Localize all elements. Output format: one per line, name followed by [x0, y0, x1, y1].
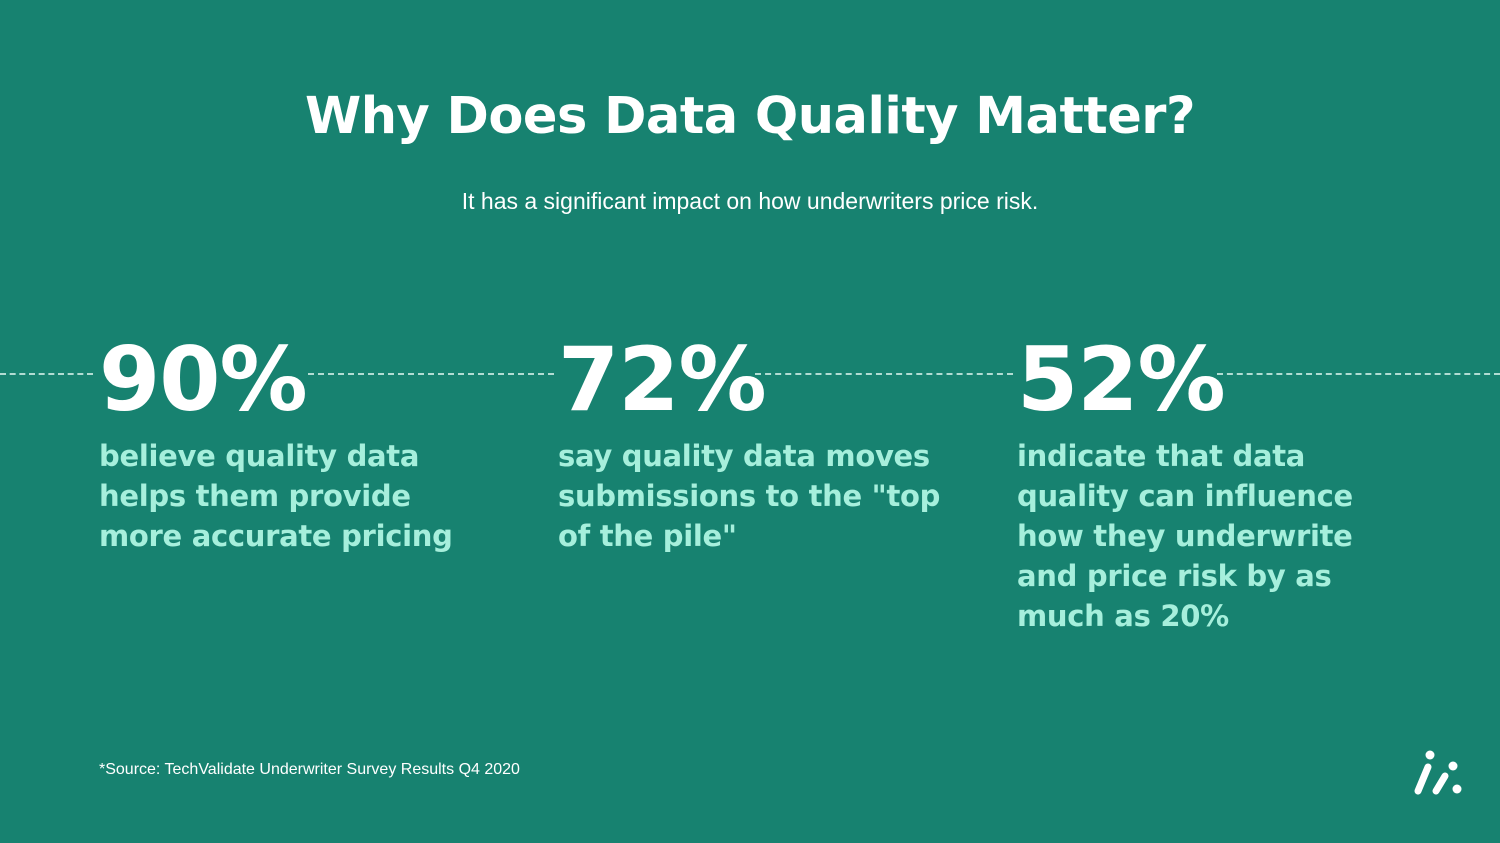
dashed-divider-segment [755, 373, 1013, 375]
stat-description: say quality data moves submissions to th… [558, 439, 941, 553]
stat-description: indicate that data quality can influence… [1017, 439, 1353, 633]
source-footnote: *Source: TechValidate Underwriter Survey… [99, 761, 520, 778]
stat-value: 72% [558, 328, 767, 431]
dashed-divider-segment [1217, 373, 1500, 375]
slide-title: Why Does Data Quality Matter? [304, 87, 1196, 146]
stat-card-52: 52% indicate that data quality can influ… [1017, 332, 1387, 636]
slide-subtitle: It has a significant impact on how under… [461, 188, 1039, 214]
brand-logo-icon [1414, 750, 1462, 795]
stat-card-90: 90% believe quality data helps them prov… [99, 332, 479, 556]
dashed-divider-segment [308, 373, 554, 375]
stat-description: believe quality data helps them provide … [99, 439, 453, 553]
stat-card-72: 72% say quality data moves submissions t… [558, 332, 968, 556]
stat-value: 52% [1017, 328, 1226, 431]
stat-value: 90% [99, 328, 308, 431]
dashed-divider-segment [0, 373, 93, 375]
